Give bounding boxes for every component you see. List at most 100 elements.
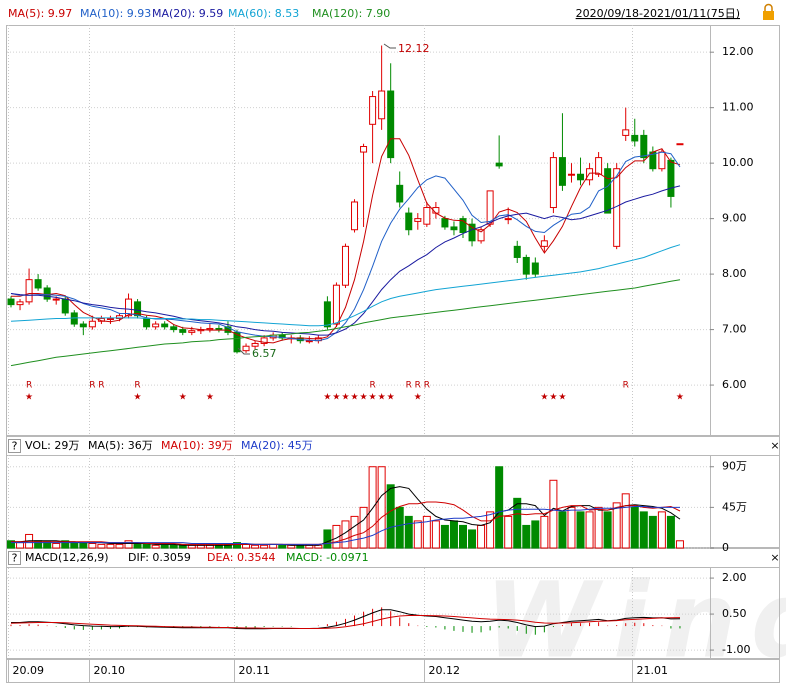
- signal-r: R: [623, 381, 629, 391]
- volume-bar: [233, 542, 241, 549]
- volume-bar: [332, 524, 341, 549]
- volume-bar: [142, 543, 151, 549]
- signal-star: ★: [134, 393, 142, 403]
- signal-r: R: [89, 381, 95, 391]
- candle-body: [215, 327, 223, 331]
- candle-body: [631, 134, 639, 142]
- volume-bar: [639, 511, 648, 549]
- signal-star: ★: [558, 393, 566, 403]
- candle-body: [495, 162, 503, 167]
- close-button[interactable]: ×: [770, 551, 779, 564]
- legend-entry: MA(10): 9.93: [80, 7, 151, 20]
- volume-bar: [540, 515, 549, 549]
- y-tick-label: -1.00: [722, 643, 750, 656]
- volume-bar: [657, 511, 666, 549]
- y-tick-label: 2.00: [722, 571, 747, 584]
- candle-body: [459, 218, 467, 233]
- candle-body: [387, 90, 395, 159]
- legend-entry: MA(5): 9.97: [8, 7, 72, 20]
- candle-body: [52, 298, 60, 301]
- volume-bar: [169, 544, 178, 549]
- volume-bar: [151, 544, 160, 549]
- candle-body: [351, 201, 359, 231]
- candle-body: [332, 284, 340, 325]
- volume-bar: [449, 520, 458, 549]
- volume-bar: [16, 542, 25, 549]
- candle-body: [441, 218, 449, 228]
- volume-bar: [70, 542, 79, 549]
- volume-bar: [522, 524, 531, 549]
- y-tick-label: 6.00: [722, 378, 747, 391]
- legend-entry: DIF: 0.3059: [128, 551, 191, 564]
- volume-bar: [585, 511, 594, 549]
- date-range[interactable]: 2020/09/18-2021/01/11(75日): [576, 7, 740, 20]
- macd-title: MACD(12,26,9): [25, 551, 109, 564]
- close-button[interactable]: ×: [770, 439, 779, 452]
- volume-bar: [133, 542, 142, 549]
- volume-bar: [567, 506, 576, 549]
- candle-body: [622, 129, 630, 136]
- volume-bar: [79, 542, 88, 549]
- candle-body: [7, 298, 15, 306]
- min-label: 6.57: [252, 347, 277, 360]
- volume-bar: [251, 544, 260, 549]
- help-button[interactable]: [8, 551, 21, 565]
- volume-bar: [558, 511, 567, 549]
- legend-entry: MA(20): 45万: [241, 439, 313, 452]
- candle-body: [405, 212, 413, 231]
- volume-bar: [61, 540, 70, 549]
- legend-entry: MA(20): 9.59: [152, 7, 223, 20]
- help-text: ?: [12, 440, 18, 453]
- y-tick-label: 8.00: [722, 267, 747, 280]
- y-tick-label: 9.00: [722, 212, 747, 225]
- volume-bar: [368, 466, 377, 549]
- ma-line: [10, 244, 681, 327]
- ma-line: [11, 506, 680, 545]
- candle-body: [586, 168, 594, 181]
- volume-bar: [278, 544, 287, 549]
- candle-body: [513, 245, 521, 258]
- volume-title: VOL: 29万: [25, 439, 79, 452]
- x-tick-label: 20.11: [239, 664, 271, 677]
- ma-line: [11, 609, 681, 630]
- volume-bar: [431, 520, 440, 549]
- candle-body: [540, 240, 548, 247]
- help-button[interactable]: [8, 439, 21, 453]
- volume-bar: [612, 502, 621, 549]
- volume-bar: [513, 497, 522, 549]
- candle-body: [595, 157, 603, 175]
- volume-bar: [88, 542, 97, 549]
- candle-body: [577, 173, 585, 181]
- candle-body: [604, 168, 612, 214]
- ma-line: [10, 185, 681, 336]
- candle-body: [260, 337, 268, 344]
- volume-bar: [7, 540, 15, 549]
- lock-icon[interactable]: [763, 3, 774, 21]
- y-tick-label: 90万: [722, 460, 747, 473]
- candle-body: [79, 323, 87, 328]
- volume-bar: [395, 506, 404, 549]
- volume-bar: [52, 542, 61, 549]
- candle-body: [323, 301, 331, 328]
- legend-entry: MACD: -0.0971: [286, 551, 369, 564]
- y-tick-label: 0: [722, 541, 729, 554]
- signal-r: R: [134, 381, 140, 391]
- volume-bar: [576, 511, 585, 549]
- y-tick-label: 10.00: [722, 156, 754, 169]
- candle-body: [360, 146, 368, 153]
- price-panel: [6, 25, 780, 436]
- volume-bar: [675, 540, 684, 549]
- volume-bar: [459, 524, 467, 549]
- candle-body: [206, 327, 214, 331]
- volume-bar: [124, 540, 133, 549]
- watermark: Wind: [485, 559, 786, 681]
- candle-body: [676, 143, 684, 146]
- ma-line: [10, 151, 681, 342]
- y-tick-label: 0.50: [722, 607, 747, 620]
- candle-body: [251, 342, 259, 347]
- volume-bar: [404, 515, 413, 549]
- signal-r: R: [415, 381, 421, 391]
- volume-bar: [413, 520, 422, 549]
- candle-body: [468, 223, 476, 242]
